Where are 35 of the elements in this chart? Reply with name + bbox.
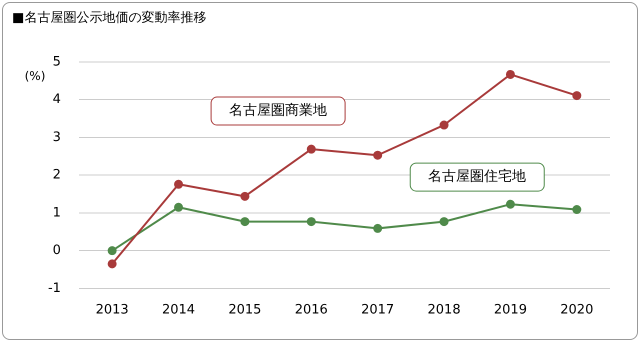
x-tick-label: 2017 xyxy=(361,302,394,318)
x-tick-label: 2013 xyxy=(96,302,129,318)
point xyxy=(506,200,515,209)
x-tick-label: 2018 xyxy=(428,302,461,318)
point xyxy=(240,192,250,201)
y-tick-label: -1 xyxy=(48,280,61,296)
x-tick-label: 2020 xyxy=(560,302,594,318)
y-tick-label: 2 xyxy=(52,168,61,183)
y-tick-label: 5 xyxy=(52,54,61,70)
x-tick-label: 2015 xyxy=(228,302,262,318)
x-tick-label: 2014 xyxy=(162,302,196,318)
series-label: 名古屋圏住宅地 xyxy=(428,168,526,185)
y-tick-label: 3 xyxy=(52,130,61,145)
point xyxy=(572,91,582,100)
point xyxy=(108,259,117,268)
point xyxy=(240,217,250,226)
text: 名古屋圏商業地 xyxy=(229,102,328,119)
point xyxy=(373,224,382,233)
point xyxy=(440,120,449,130)
point xyxy=(174,180,184,189)
y-tick-label: 1 xyxy=(52,205,61,220)
point xyxy=(174,202,184,212)
y-tick-label: 0 xyxy=(52,243,61,258)
point xyxy=(440,217,449,226)
point xyxy=(506,70,515,79)
point xyxy=(108,246,117,256)
point xyxy=(373,150,382,160)
point xyxy=(306,144,316,154)
x-tick-label: 2019 xyxy=(494,302,527,318)
point xyxy=(572,205,582,214)
y-tick-label: 4 xyxy=(52,92,61,108)
x-tick-label: 2016 xyxy=(294,302,328,318)
point xyxy=(306,217,316,226)
chart-title: ■名古屋圏公示地価の変動率推移 xyxy=(12,9,206,26)
y-axis-title: (%) xyxy=(24,69,46,84)
